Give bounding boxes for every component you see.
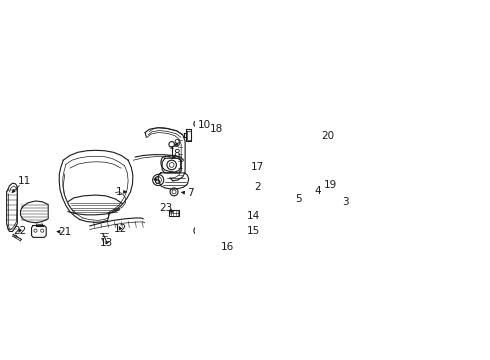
Text: 9: 9 (173, 139, 180, 149)
Text: 15: 15 (246, 226, 260, 237)
Text: 23: 23 (160, 203, 173, 213)
Text: 12: 12 (114, 224, 127, 234)
Text: 3: 3 (342, 197, 348, 207)
Text: 10: 10 (197, 120, 211, 130)
Text: 21: 21 (58, 227, 72, 237)
Text: 1: 1 (115, 187, 122, 197)
Text: 11: 11 (18, 176, 31, 186)
Text: 16: 16 (220, 242, 234, 252)
Text: 6: 6 (154, 176, 160, 186)
Text: 7: 7 (187, 188, 194, 198)
Text: 13: 13 (100, 238, 113, 248)
Text: 20: 20 (321, 131, 334, 141)
Text: 2: 2 (254, 182, 261, 192)
Text: 14: 14 (246, 211, 260, 221)
Text: 22: 22 (13, 226, 26, 236)
Text: 18: 18 (210, 124, 223, 134)
Text: 8: 8 (173, 149, 180, 159)
Text: 19: 19 (323, 180, 337, 190)
Text: 4: 4 (314, 186, 320, 196)
Text: 5: 5 (295, 194, 302, 204)
Text: 17: 17 (250, 162, 264, 172)
